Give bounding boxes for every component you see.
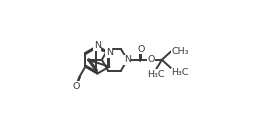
Text: CH₃: CH₃ [171, 47, 189, 56]
Text: N: N [94, 41, 101, 50]
Text: O: O [148, 55, 155, 64]
Text: H₃C: H₃C [147, 70, 164, 79]
Text: O: O [72, 82, 80, 91]
Text: H₃C: H₃C [171, 68, 189, 77]
Text: N: N [106, 48, 113, 57]
Text: O: O [137, 44, 145, 54]
Text: N: N [124, 55, 131, 64]
